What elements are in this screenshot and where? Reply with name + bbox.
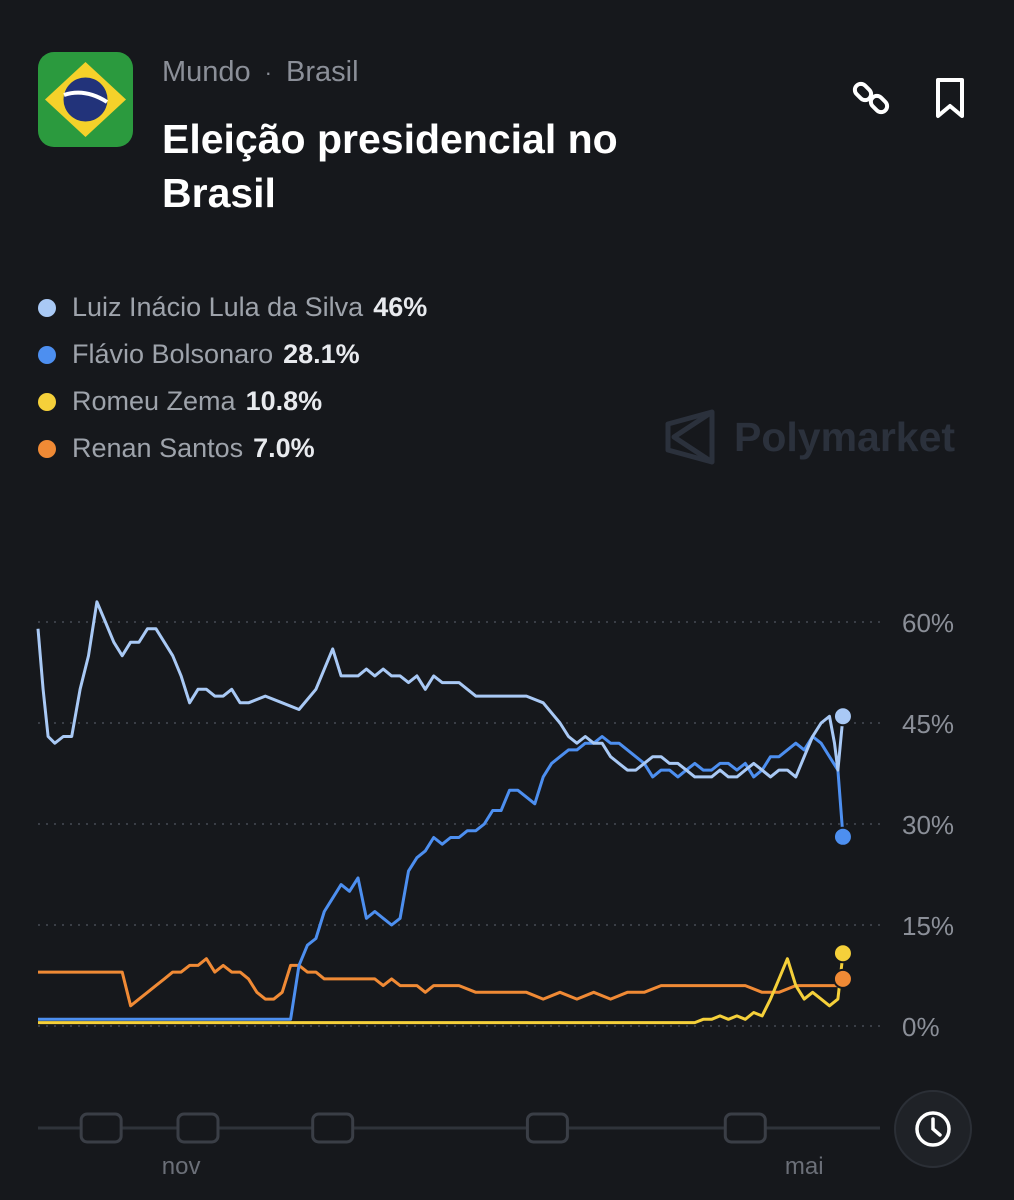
legend-dot [38, 298, 56, 317]
time-range-button[interactable] [894, 1090, 972, 1168]
legend-item: Renan Santos 7.0% [38, 425, 427, 472]
legend-item: Luiz Inácio Lula da Silva 46% [38, 284, 427, 331]
breadcrumb-subcategory[interactable]: Brasil [286, 56, 359, 88]
series-line [38, 735, 845, 1021]
breadcrumb-category[interactable]: Mundo [162, 56, 251, 88]
timeline-marker[interactable] [79, 1112, 123, 1144]
page-title: Eleição presidencial no Brasil [162, 116, 618, 216]
y-tick-label: 45% [902, 709, 954, 739]
bookmark-icon [936, 78, 964, 118]
x-tick-label: mai [785, 1153, 824, 1180]
bookmark-button[interactable] [928, 76, 972, 120]
y-tick-label: 30% [902, 810, 954, 840]
breadcrumb: Mundo · Brasil [162, 56, 359, 89]
legend-value: 28.1% [283, 339, 360, 369]
y-tick-label: 0% [902, 1012, 940, 1042]
breadcrumb-separator: · [264, 59, 272, 85]
x-tick-label: nov [162, 1153, 201, 1180]
series-line [38, 957, 845, 1008]
y-tick-label: 60% [902, 608, 954, 638]
series-end-dot [832, 826, 853, 847]
timeline-marker[interactable] [723, 1112, 767, 1144]
link-button[interactable] [850, 76, 894, 120]
series-end-dot [832, 968, 853, 989]
series-line [36, 600, 845, 779]
brazil-flag-icon [38, 52, 133, 147]
legend-value: 10.8% [245, 386, 323, 416]
legend-name: Romeu Zema [72, 386, 236, 416]
legend-dot [38, 345, 56, 364]
legend-dot [38, 439, 56, 458]
legend-dot [38, 392, 56, 411]
legend-item: Flávio Bolsonaro 28.1% [38, 331, 427, 378]
link-icon [852, 81, 890, 115]
watermark-text: Polymarket [734, 413, 956, 460]
legend-name: Flávio Bolsonaro [72, 339, 274, 369]
series-line [38, 953, 845, 1025]
legend-value: 7.0% [253, 433, 315, 463]
series-end-dot [832, 943, 853, 964]
timeline-marker[interactable] [176, 1112, 220, 1144]
legend-value: 46% [373, 292, 428, 322]
legend-name: Luiz Inácio Lula da Silva [72, 292, 364, 322]
series-end-dot [832, 706, 853, 727]
clock-icon [915, 1111, 951, 1147]
y-tick-label: 15% [902, 911, 954, 941]
price-history-chart[interactable]: 60% 45% 30% 15% 0% nov mai [0, 560, 1014, 1180]
polymarket-logo-icon [665, 409, 715, 465]
legend-item: Romeu Zema 10.8% [38, 378, 427, 425]
legend-name: Renan Santos [72, 433, 244, 463]
polymarket-watermark: Polymarket [664, 408, 955, 466]
timeline-marker[interactable] [311, 1112, 355, 1144]
chart-legend: Luiz Inácio Lula da Silva 46% Flávio Bol… [38, 284, 427, 472]
timeline-marker[interactable] [525, 1112, 569, 1144]
